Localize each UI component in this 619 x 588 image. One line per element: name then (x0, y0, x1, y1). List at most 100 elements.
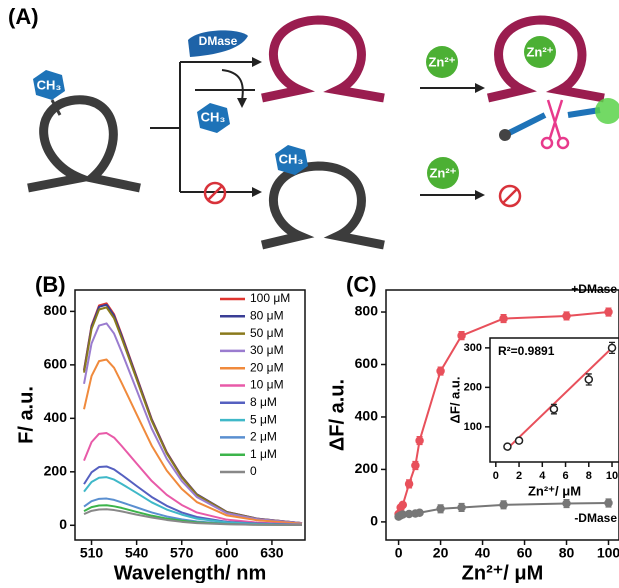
legend-label: 10 μM (250, 378, 284, 392)
panel-label: (B) (35, 272, 66, 297)
dna-loop (260, 161, 385, 250)
methyl-hex (33, 70, 65, 100)
y-tick-label: 200 (44, 463, 68, 479)
zn-badge (427, 157, 459, 189)
data-point (436, 504, 445, 514)
fit-line (506, 347, 613, 450)
y-tick-label: 600 (355, 355, 379, 371)
x-tick-label: 8 (586, 470, 592, 482)
x-tick-label: 2 (516, 470, 522, 482)
data-point (562, 311, 571, 321)
series-line (83, 358, 303, 525)
x-tick-label: 4 (539, 470, 546, 482)
data-point (503, 442, 512, 451)
x-tick-label: 630 (260, 545, 284, 561)
legend-label: 0 (250, 464, 257, 478)
data-point (457, 503, 466, 512)
zn-label: Zn²⁺ (429, 165, 456, 180)
x-tick-label: 100 (597, 545, 619, 561)
x-tick-label: 80 (559, 545, 575, 561)
dna-loop (486, 15, 605, 103)
schematic (27, 15, 605, 250)
methyl-label: CH₃ (201, 109, 226, 124)
data-point (398, 500, 408, 510)
legend-label: 5 μM (250, 412, 277, 426)
enzyme-label: DMase (199, 34, 238, 48)
methyl-groups: CH₃ CH₃ CH₃ (33, 70, 308, 175)
arrow (221, 69, 244, 101)
methyl-hex (275, 145, 308, 175)
zn-label: Zn²⁺ (428, 54, 455, 69)
y-axis-title: F/ a.u. (15, 386, 37, 444)
legend-label: 8 μM (250, 395, 277, 409)
y-axis-title: ΔF/ a.u. (326, 379, 348, 451)
panel-label: (A) (8, 4, 39, 29)
data-point (415, 436, 424, 445)
legend-label: 2 μM (250, 430, 277, 444)
zn-badge (524, 36, 556, 68)
no-symbol (203, 181, 522, 208)
legend-label: 1 μM (250, 447, 277, 461)
dna-loop (261, 15, 385, 103)
methyl-label: CH₃ (37, 77, 62, 92)
y-tick-label: 200 (464, 381, 482, 393)
methyl-label: CH₃ (279, 151, 304, 166)
x-axis-title: Wavelength/ nm (114, 562, 267, 583)
x-tick-label: 0 (395, 545, 403, 561)
quencher (499, 129, 511, 141)
data-point (514, 436, 524, 445)
data-point (549, 404, 559, 414)
x-tick-label: 540 (125, 545, 149, 561)
series-label: +DMase (571, 282, 617, 296)
zn-badge (426, 46, 458, 78)
y-tick-label: 200 (355, 460, 379, 476)
data-point (415, 508, 424, 517)
data-point (604, 498, 613, 508)
zinc-ions: Zn²⁺ Zn²⁺ Zn²⁺ (426, 36, 556, 189)
legend-label: 20 μM (250, 360, 284, 374)
y-tick-label: 0 (370, 513, 378, 529)
data-point (411, 461, 420, 470)
linker (50, 99, 62, 116)
data-point (436, 366, 445, 376)
y-tick-label: 400 (355, 408, 379, 424)
x-axis-title: Zn²⁺/ μM (528, 483, 581, 498)
y-tick-label: 0 (59, 516, 67, 532)
data-point (562, 499, 571, 508)
annotation: R²=0.9891 (498, 344, 555, 358)
series-line (83, 306, 303, 525)
series-label: -DMase (574, 511, 617, 525)
x-tick-label: 40 (475, 545, 491, 561)
legend-label: 50 μM (250, 326, 284, 340)
enzyme (188, 30, 248, 57)
methyl-hex (197, 103, 230, 133)
x-tick-label: 6 (562, 470, 568, 482)
data-point (404, 479, 414, 489)
x-tick-label: 20 (433, 545, 449, 561)
y-tick-label: 100 (464, 421, 482, 433)
data-point (499, 500, 508, 510)
data-point (457, 331, 466, 340)
x-tick-label: 570 (170, 545, 194, 561)
x-tick-label: 600 (215, 545, 239, 561)
x-tick-label: 0 (493, 470, 499, 482)
scissors (540, 99, 570, 150)
panel-label: (C) (346, 272, 377, 297)
strand (567, 107, 601, 118)
data-point (607, 343, 617, 353)
series-line (83, 432, 303, 526)
data-point (584, 375, 594, 384)
fluorophore (595, 98, 619, 124)
y-tick-label: 400 (44, 409, 68, 425)
dna-loop (27, 95, 141, 193)
data-point (604, 307, 613, 317)
legend-label: 30 μM (250, 343, 284, 357)
plot-frame (489, 337, 619, 463)
series-line (83, 322, 303, 525)
zn-label: Zn²⁺ (526, 44, 553, 59)
y-tick-label: 800 (355, 303, 379, 319)
y-axis-title: ΔF/ a.u. (447, 377, 462, 424)
y-tick-label: 300 (464, 342, 482, 354)
